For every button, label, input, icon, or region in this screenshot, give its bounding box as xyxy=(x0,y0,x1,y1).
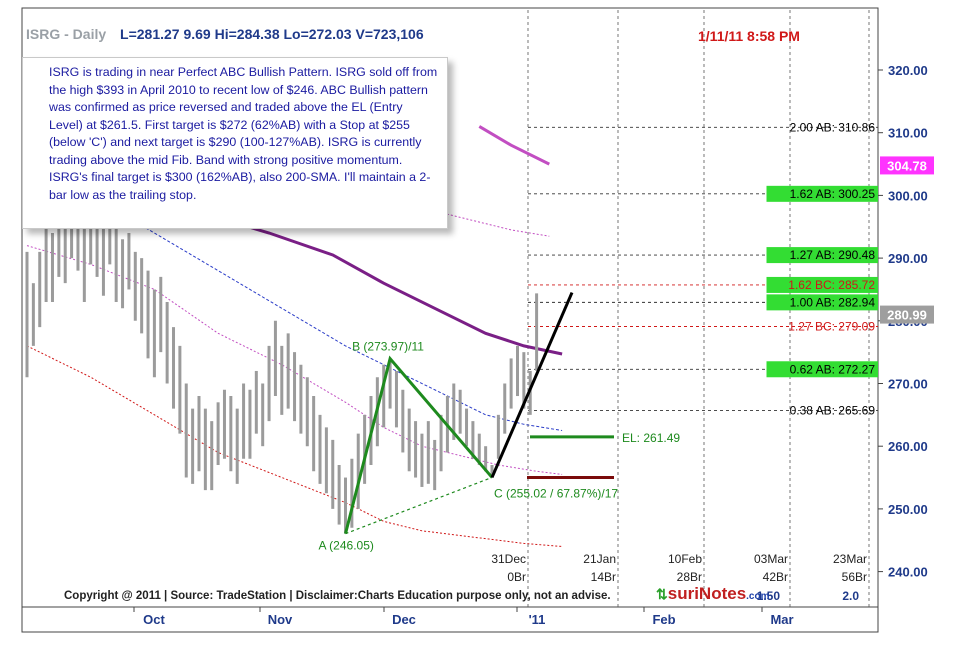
ac-dotted-line xyxy=(345,476,493,535)
future-date-label: 03Mar xyxy=(754,552,788,566)
band-outer-upper-line xyxy=(383,188,550,237)
ohlc-stats: L=281.27 9.69 Hi=284.38 Lo=272.03 V=723,… xyxy=(120,26,424,42)
future-date-label: 10Feb xyxy=(668,552,702,566)
fib-level-label: 2.00 AB: 310.86 xyxy=(790,120,876,134)
x-tick-label: Mar xyxy=(770,612,793,627)
future-ratio-label: 1.50 xyxy=(757,589,781,603)
x-tick-label: Dec xyxy=(392,612,416,627)
trend-arrows-icon: ⇅ xyxy=(656,586,668,602)
y-tick-label: 270.00 xyxy=(888,377,928,392)
brand-name: suriNotes xyxy=(667,584,747,603)
future-bar-count: 14Br xyxy=(591,570,616,584)
future-date-label: 23Mar xyxy=(833,552,867,566)
target-box xyxy=(766,276,878,293)
target-box xyxy=(766,361,878,378)
y-tick-label: 320.00 xyxy=(888,63,928,78)
fib-level-label: 0.62 AB: 272.27 xyxy=(790,362,876,376)
copyright-footer: Copyright @ 2011 | Source: TradeStation … xyxy=(64,590,611,602)
fib-level-label: 1.62 BC: 285.72 xyxy=(788,278,875,292)
timestamp-label: 1/11/11 8:58 PM xyxy=(698,28,800,44)
price-marker-label: 280.99 xyxy=(887,308,927,323)
y-tick-label: 250.00 xyxy=(888,502,928,517)
price-marker-label: 304.78 xyxy=(887,158,927,173)
target-box xyxy=(766,185,878,202)
x-tick-label: '11 xyxy=(529,612,546,627)
point-c-label: C (255.02 / 67.87%)/17 xyxy=(494,486,618,500)
y-tick-label: 310.00 xyxy=(888,126,928,141)
entry-level-label: EL: 261.49 xyxy=(622,431,680,445)
price-marker-box xyxy=(880,156,934,175)
target-box xyxy=(766,247,878,264)
point-b-label: B (273.97)/11 xyxy=(352,340,424,354)
brand-domain: .com xyxy=(746,591,770,602)
point-a-label: A (246.05) xyxy=(319,539,374,553)
future-bar-count: 42Br xyxy=(763,570,788,584)
y-tick-label: 240.00 xyxy=(888,565,928,580)
abc-pattern-line xyxy=(344,355,494,535)
y-tick-label: 260.00 xyxy=(888,439,928,454)
x-tick-label: Oct xyxy=(143,612,165,627)
brand-logo: ⇅suriNotes.com xyxy=(656,584,770,604)
fib-level-label: 1.62 AB: 300.25 xyxy=(790,187,876,201)
fib-level-label: 0.38 AB: 265.69 xyxy=(790,404,876,418)
symbol-label: ISRG - Daily xyxy=(26,26,107,42)
fib-level-label: 1.00 AB: 282.94 xyxy=(790,295,876,309)
x-tick-label: Nov xyxy=(268,612,293,627)
band-upper-line xyxy=(26,245,563,475)
target-box xyxy=(766,294,878,311)
future-bar-count: 0Br xyxy=(507,570,526,584)
future-ratio-label: 2.0 xyxy=(842,589,859,603)
future-bar-count: 28Br xyxy=(677,570,702,584)
projection-line xyxy=(490,291,574,479)
x-tick-label: Feb xyxy=(652,612,675,627)
future-bar-count: 56Br xyxy=(842,570,867,584)
y-tick-label: 290.00 xyxy=(888,251,928,266)
fib-level-label: 1.27 BC: 279.09 xyxy=(788,320,875,334)
band-lower-line xyxy=(26,345,563,547)
sma-upper-line xyxy=(478,125,550,166)
price-marker-box xyxy=(880,305,934,324)
future-date-label: 21Jan xyxy=(583,552,616,566)
chart-header: ISRG - Daily L=281.27 9.69 Hi=284.38 Lo=… xyxy=(26,26,424,42)
y-tick-label: 300.00 xyxy=(888,188,928,203)
future-date-label: 31Dec xyxy=(491,552,526,566)
fib-level-label: 1.27 AB: 290.48 xyxy=(790,248,876,262)
commentary-box: ISRG is trading in near Perfect ABC Bull… xyxy=(22,57,448,229)
